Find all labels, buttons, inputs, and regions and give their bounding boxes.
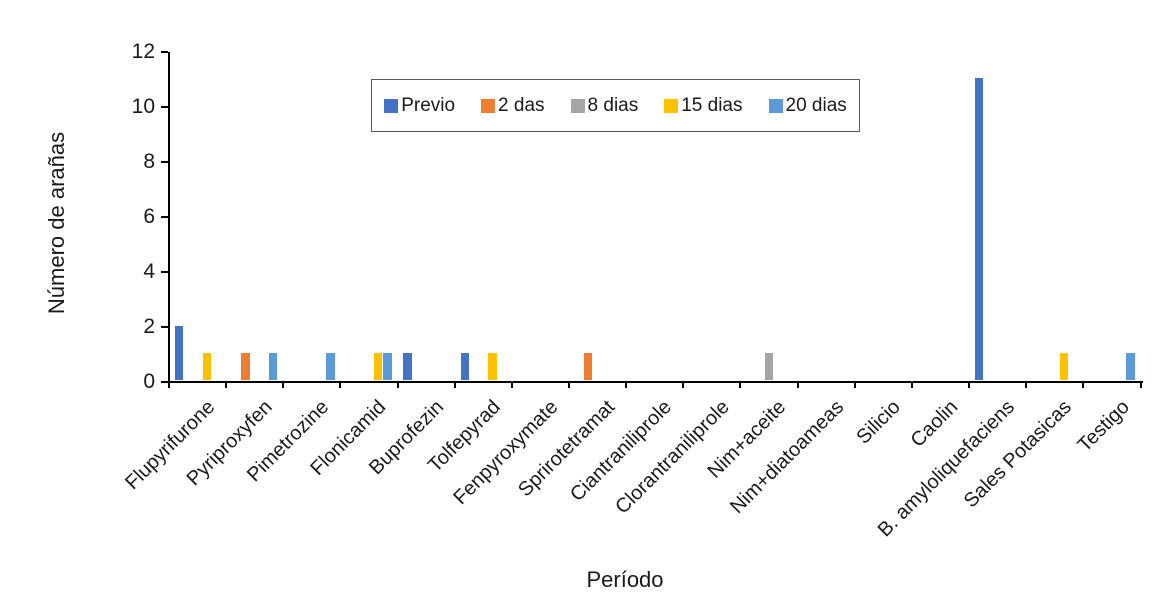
y-tick-label: 10 (131, 94, 155, 118)
bar-previo-buprofezin (403, 353, 412, 381)
legend-swatch-icon (384, 98, 399, 113)
bar-20-dias-testigo (1126, 353, 1135, 381)
bar-previo-b-amyloliquefaciens (974, 78, 984, 381)
x-tick-mark (682, 381, 685, 388)
legend-item-8-dias: 8 dias (570, 95, 639, 116)
y-tick-mark (161, 380, 168, 383)
bar-2-das-pyriproxyfen (241, 353, 250, 381)
x-tick-mark (625, 381, 628, 388)
y-tick-label: 4 (143, 259, 155, 283)
legend: Previo 2 das 8 dias 15 dias 20 dias (371, 79, 860, 132)
legend-swatch-icon (664, 98, 679, 113)
y-axis-line (168, 52, 170, 382)
y-tick-label: 8 (143, 149, 155, 173)
x-tick-mark (1082, 381, 1085, 388)
bar-15-dias-sales-potasicas (1059, 353, 1069, 381)
x-category-label: Fenpyroxymate (448, 396, 563, 510)
bar-8-dias-nim-aceite (764, 353, 774, 381)
x-tick-mark (968, 381, 971, 388)
y-tick-label: 2 (143, 314, 155, 338)
bar-previo-flupyrifurone (174, 325, 184, 381)
bar-20-dias-flonicamid (383, 353, 392, 381)
legend-label: Previo (401, 95, 456, 116)
x-tick-mark (282, 381, 285, 388)
legend-label: 2 das (498, 95, 545, 116)
x-tick-mark (168, 381, 170, 388)
legend-label: 15 dias (681, 95, 743, 116)
x-category-label: Ciantraniliprole (566, 396, 677, 506)
y-tick-mark (161, 270, 168, 273)
y-tick-mark (161, 105, 168, 108)
legend-item-15-dias: 15 dias (664, 95, 743, 116)
y-tick-label: 6 (143, 204, 155, 228)
y-tick-mark (161, 160, 168, 163)
bar-15-dias-tolfepyrad (488, 353, 497, 381)
x-category-label: Silicio (852, 396, 905, 449)
y-tick-label: 12 (131, 40, 155, 63)
y-tick-mark (161, 325, 168, 328)
bar-20-dias-pimetrozine (326, 353, 335, 381)
legend-item-previo: Previo (384, 96, 455, 115)
bar-2-das-sprirotetramat (584, 353, 593, 381)
x-tick-mark (853, 381, 856, 388)
x-tick-mark (910, 381, 913, 388)
bar-15-dias-flonicamid (374, 353, 383, 381)
bar-previo-tolfepyrad (460, 353, 469, 381)
x-tick-mark (739, 381, 742, 388)
legend-item-20-dias: 20 dias (768, 95, 847, 116)
bar-15-dias-flupyrifurone (202, 353, 212, 381)
bar-20-dias-pyriproxyfen (269, 353, 278, 381)
x-tick-mark (453, 381, 456, 388)
x-tick-mark (1025, 381, 1028, 388)
y-tick-label: 0 (143, 369, 155, 393)
x-axis-line (168, 380, 1143, 383)
x-axis-title: Período (586, 567, 664, 592)
legend-label: 20 dias (785, 95, 847, 116)
legend-swatch-icon (570, 98, 585, 113)
legend-swatch-icon (481, 98, 496, 113)
legend-swatch-icon (768, 98, 783, 113)
x-category-label: Testigo (1073, 396, 1134, 457)
y-tick-mark (161, 51, 168, 53)
y-axis-title: Número de arañas (44, 131, 69, 315)
legend-item-2-das: 2 das (481, 95, 545, 116)
x-category-label: Sales Potasicas (960, 396, 1077, 513)
x-tick-mark (396, 381, 399, 388)
legend-label: 8 dias (587, 95, 639, 116)
x-tick-mark (796, 381, 799, 388)
x-tick-mark (510, 381, 513, 388)
x-tick-mark (1139, 381, 1142, 388)
x-category-label: Caolin (906, 396, 963, 452)
x-tick-mark (568, 381, 571, 388)
x-tick-mark (339, 381, 342, 388)
y-tick-mark (161, 215, 168, 218)
x-tick-mark (225, 381, 228, 388)
